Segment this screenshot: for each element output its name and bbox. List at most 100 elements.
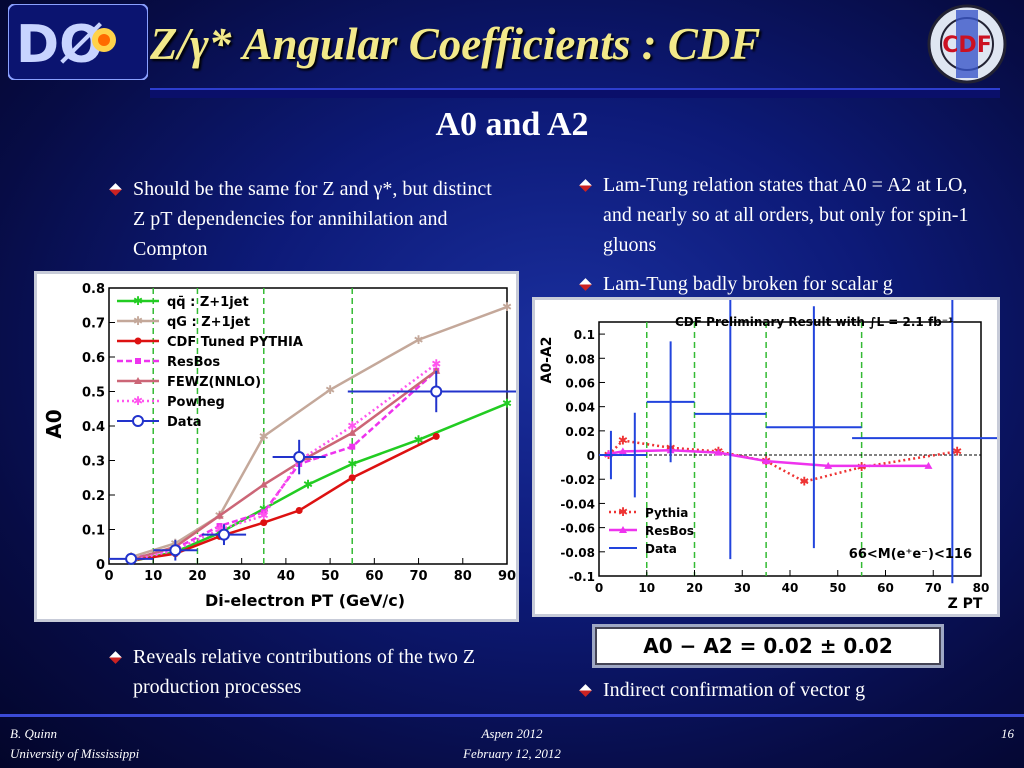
data-point <box>295 507 303 515</box>
x-tick-label: 40 <box>782 581 799 595</box>
y-tick-label: -0.04 <box>560 497 595 511</box>
cdf-logo: CDF <box>927 4 1007 84</box>
legend-label: Pythia <box>645 506 688 520</box>
a0-a2-plot-panel: 0 10 20 30 40 50 60 70 80 -0.1 -0.08 -0.06 -0.04 -0.0… <box>532 268 1024 617</box>
data-point <box>349 443 356 450</box>
y-tick-label: 0.06 <box>565 376 595 390</box>
x-axis-label: Di-electron PT (GeV/c) <box>205 591 405 610</box>
x-tick-label: 20 <box>188 569 206 584</box>
chart-annotation: 66<M(e⁺e⁻)<116 <box>849 547 972 562</box>
legend-label: Data <box>645 542 677 556</box>
x-tick-label: 90 <box>498 569 516 584</box>
data-point <box>432 432 440 440</box>
x-tick-label: 10 <box>638 581 655 595</box>
bullet-right-1: Lam-Tung relation states that A0 = A2 at… <box>579 170 983 260</box>
bullet-right-2: Lam-Tung badly broken for scalar g <box>579 269 983 299</box>
y-tick-label: 0 <box>96 558 105 573</box>
bullet-right-3: Indirect confirmation of vector g <box>579 675 983 705</box>
bullet-marker-icon <box>579 278 592 291</box>
data-point <box>618 447 627 455</box>
x-tick-label: 30 <box>734 581 751 595</box>
data-point <box>430 385 443 398</box>
y-tick-label: 0.6 <box>82 351 105 366</box>
data-point: ✱ <box>215 523 225 537</box>
data-point: ✱ <box>347 457 357 471</box>
data-point <box>348 428 357 436</box>
data-point <box>217 528 230 541</box>
y-tick-label: 0.5 <box>82 386 105 401</box>
legend-label: FEWZ(NNLO) <box>167 375 261 390</box>
data-point: ✱ <box>952 444 962 458</box>
legend-marker <box>619 526 627 533</box>
a0-minus-a2-chart: 0 10 20 30 40 50 60 70 80 -0.1 -0.08 -0.06 -0.04 -0.0… <box>539 268 1024 612</box>
x-tick-label: 10 <box>144 569 162 584</box>
legend-label: ResBos <box>645 524 694 538</box>
bullet-text: Reveals relative contributions of the tw… <box>133 646 476 698</box>
y-tick-label: 0.04 <box>565 401 595 415</box>
data-point: ✱ <box>259 502 269 516</box>
legend-marker: ✱ <box>133 314 143 328</box>
legend-marker <box>134 337 142 345</box>
legend-label: ResBos <box>167 355 220 370</box>
data-point <box>293 451 306 464</box>
x-tick-label: 80 <box>973 581 990 595</box>
y-tick-label: 0.08 <box>565 352 595 366</box>
x-tick-label: 70 <box>925 581 942 595</box>
legend-label: CDF Tuned PYTHIA <box>167 335 303 350</box>
data-point: ✱ <box>414 333 424 347</box>
data-point <box>125 552 138 565</box>
footer-author: B. Quinn <box>10 726 57 741</box>
legend-marker <box>132 415 144 427</box>
data-point: ✱ <box>303 478 313 492</box>
data-point: ✱ <box>259 509 269 523</box>
x-tick-label: 50 <box>321 569 339 584</box>
bullet-marker-icon <box>579 684 592 697</box>
data-point <box>348 474 356 482</box>
logo-text: DØ <box>16 15 103 75</box>
legend-marker: ✱ <box>133 294 143 308</box>
data-point: ✱ <box>325 383 335 397</box>
x-tick-label: 30 <box>233 569 251 584</box>
data-point <box>924 461 933 469</box>
result-equation: A0 − A2 = 0.02 ± 0.02 <box>592 624 944 668</box>
data-point <box>762 457 771 465</box>
data-point: ✱ <box>502 397 512 411</box>
bullet-marker-icon <box>579 179 592 192</box>
y-tick-label: -0.02 <box>560 473 595 487</box>
y-tick-label: 0.1 <box>574 328 595 342</box>
y-tick-label: 0.3 <box>82 455 105 470</box>
legend-marker <box>135 358 141 364</box>
y-tick-label: 0.7 <box>82 317 105 332</box>
bullet-marker-icon <box>109 651 122 664</box>
y-tick-label: 0.4 <box>82 420 105 435</box>
data-point: ✱ <box>259 429 269 443</box>
x-tick-label: 40 <box>277 569 295 584</box>
legend-marker: ✱ <box>618 505 628 519</box>
legend-label: qq̄ : Z+1jet <box>167 295 249 310</box>
data-point <box>260 519 268 527</box>
slide-title: Z/γ* Angular Coefficients : CDF <box>150 19 761 69</box>
footer-event: Aspen 2012 <box>481 726 543 741</box>
footer-date: February 12, 2012 <box>463 746 561 761</box>
bullet-text: Should be the same for Z and γ*, but dis… <box>133 178 492 260</box>
bullet-text: Lam-Tung badly broken for scalar g <box>603 273 893 295</box>
y-tick-label: -0.08 <box>560 546 595 560</box>
dzero-logo: DØ <box>8 4 148 80</box>
a0-chart: 0 10 20 30 40 50 60 70 80 90 0 0.1 0.2 0.3 0.4 0.5 0.6 0.… <box>42 282 525 610</box>
y-tick-label: 0.02 <box>565 425 595 439</box>
data-point: ✱ <box>799 475 809 489</box>
y-tick-label: 0.8 <box>82 282 105 297</box>
legend-label: qG : Z+1jet <box>167 315 250 330</box>
x-tick-label: 0 <box>104 569 113 584</box>
footer-line <box>0 714 1024 717</box>
legend-label: Powheg <box>167 395 225 410</box>
bullet-left-1: Should be the same for Z and γ*, but dis… <box>109 174 503 264</box>
cdf-logo-text: CDF <box>942 33 991 58</box>
bullet-left-2: Reveals relative contributions of the tw… <box>109 642 503 702</box>
data-point <box>824 461 833 469</box>
x-tick-label: 80 <box>454 569 472 584</box>
legend-marker <box>134 377 142 384</box>
legend-label: Data <box>167 415 202 430</box>
legend-marker: ✱ <box>133 394 143 408</box>
bullet-marker-icon <box>109 183 122 196</box>
